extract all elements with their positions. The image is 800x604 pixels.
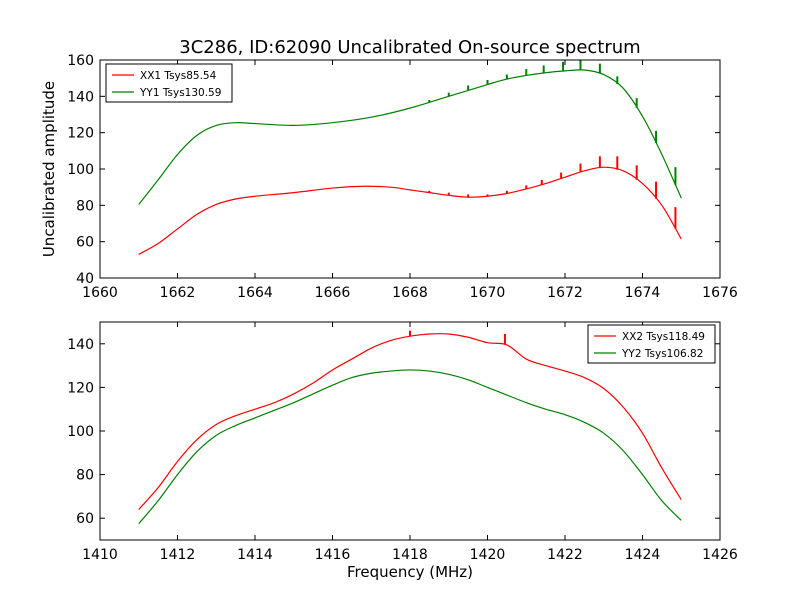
bottom-x-tick-label-7: 1424: [625, 547, 661, 563]
bottom-x-tick-label-0: 1410: [82, 547, 118, 563]
bottom-x-tick-label-8: 1426: [702, 547, 738, 563]
top-series-line-xx1: [138, 166, 682, 255]
top-x-tick-label-7: 1674: [625, 285, 661, 301]
bottom-y-tick-label-2: 100: [67, 424, 94, 440]
bottom-series-group: [138, 330, 682, 525]
top-x-tick-label-8: 1676: [702, 285, 738, 301]
bottom-y-tick-label-0: 60: [76, 511, 94, 527]
top-y-axis-label: Uncalibrated amplitude: [40, 81, 58, 257]
bottom-legend-label-xx2: XX2 Tsys118.49: [622, 331, 705, 343]
top-x-tick-label-2: 1664: [237, 285, 273, 301]
bottom-x-tick-label-2: 1414: [237, 547, 273, 563]
bottom-legend-box: [587, 324, 716, 364]
top-x-tick-label-6: 1672: [547, 285, 583, 301]
bottom-x-axis-label: Frequency (MHz): [347, 563, 473, 581]
bottom-x-tick-label-5: 1420: [470, 547, 506, 563]
figure-title: 3C286, ID:62090 Uncalibrated On-source s…: [179, 37, 640, 58]
top-x-tick-label-3: 1666: [315, 285, 351, 301]
top-x-tick-label-0: 1660: [82, 285, 118, 301]
top-y-tick-label-5: 140: [67, 89, 94, 105]
top-legend-label-xx1: XX1 Tsys85.54: [140, 70, 217, 82]
top-x-tick-label-4: 1668: [392, 285, 428, 301]
top-y-tick-label-2: 80: [76, 198, 94, 214]
top-x-tick-label-1: 1662: [160, 285, 196, 301]
top-plot: 1660 1662 1664 1666 1668 1670 1672 1674 1676 40 60…: [67, 53, 738, 301]
top-y-tick-label-0: 40: [76, 271, 94, 287]
top-x-tick-label-5: 1670: [470, 285, 506, 301]
bottom-x-tick-label-3: 1416: [315, 547, 351, 563]
bottom-x-tick-label-6: 1422: [547, 547, 583, 563]
bottom-x-tick-label-1: 1412: [160, 547, 196, 563]
top-legend-box: [105, 63, 233, 103]
bottom-y-tick-label-3: 120: [67, 380, 94, 396]
top-y-tick-label-4: 120: [67, 126, 94, 142]
bottom-x-tick-label-4: 1418: [392, 547, 428, 563]
bottom-y-tick-label-1: 80: [76, 468, 94, 484]
top-y-tick-label-6: 160: [67, 53, 94, 69]
bottom-y-tick-label-4: 140: [67, 337, 94, 353]
top-y-tick-label-1: 60: [76, 235, 94, 251]
bottom-legend-label-yy2: YY2 Tsys106.82: [621, 348, 703, 360]
bottom-series-line-yy2: [138, 369, 682, 525]
top-series-group: [138, 60, 682, 255]
bottom-plot: 1410 1412 1414 1416 1418 1420 1422 1424 1426 60 80…: [67, 321, 738, 563]
top-legend-label-yy1: YY1 Tsys130.59: [139, 87, 221, 99]
top-y-tick-label-3: 100: [67, 162, 94, 178]
